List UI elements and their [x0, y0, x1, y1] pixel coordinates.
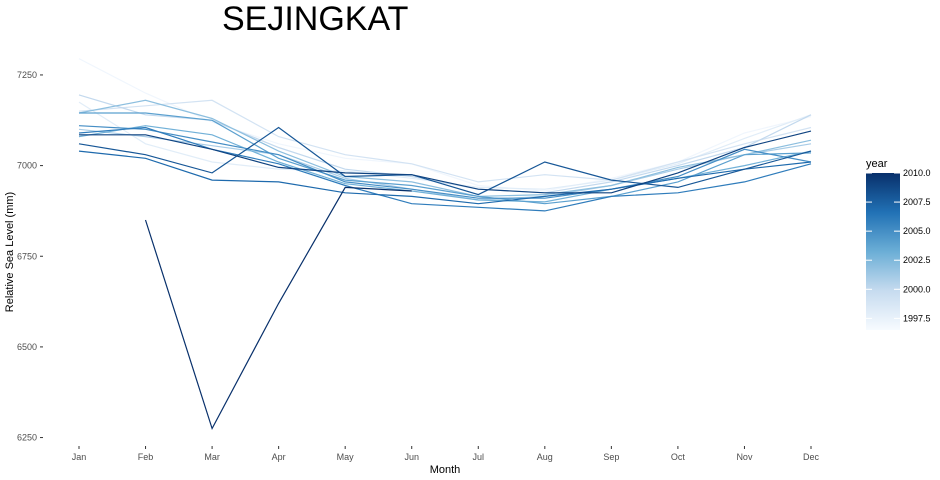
legend-ticks: 1997.5 2000.0 2002.5 2005.0 2007.5 2010.0 [866, 168, 931, 323]
x-tick-label: Aug [537, 452, 553, 462]
y-tick-label: 6250 [17, 433, 37, 443]
y-axis: 6250 6500 6750 7000 7250 [17, 70, 43, 443]
series-line-1997 [78, 58, 812, 192]
y-tick-label: 6500 [17, 342, 37, 352]
series-line-2006 [78, 126, 812, 212]
legend-tick-label: 2005.0 [903, 226, 931, 236]
x-tick-label: Dec [803, 452, 820, 462]
x-tick-label: Jul [473, 452, 485, 462]
x-tick-label: Sep [603, 452, 619, 462]
legend-tick-label: 1997.5 [903, 313, 931, 323]
x-tick-label: Nov [736, 452, 753, 462]
series-line-2009 [79, 130, 812, 194]
series-line-2005 [78, 125, 812, 199]
y-tick-label: 7250 [17, 70, 37, 80]
legend-tick-label: 2002.5 [903, 255, 931, 265]
x-tick-label: Feb [138, 452, 154, 462]
x-tick-label: Apr [272, 452, 286, 462]
legend-tick-label: 2000.0 [903, 284, 931, 294]
series-line-2010 [144, 186, 412, 431]
series-line-2004 [79, 112, 812, 205]
x-tick-label: Oct [671, 452, 686, 462]
x-tick-label: Mar [204, 452, 220, 462]
legend-tick-label: 2010.0 [903, 168, 931, 178]
x-tick-label: Jun [404, 452, 419, 462]
legend-title: year [866, 158, 888, 170]
legend-colorbar [866, 173, 900, 330]
series-layer [78, 58, 812, 431]
x-axis: Jan Feb Mar Apr May Jun Jul Aug Sep Oct Nov Dec [72, 446, 820, 462]
series-line-1999 [78, 99, 812, 183]
y-tick-label: 6750 [17, 251, 37, 261]
y-tick-label: 7000 [17, 161, 37, 171]
x-tick-label: May [337, 452, 355, 462]
x-tick-label: Jan [72, 452, 87, 462]
year-colorbar-legend: year 1997.5 2000.0 2002.5 2005.0 2007.5 2010.… [866, 158, 931, 330]
series-line-2008 [78, 126, 812, 196]
series-line-1998 [78, 101, 812, 190]
y-axis-title: Relative Sea Level (mm) [4, 192, 16, 312]
series-line-2002 [78, 99, 812, 198]
series-line-2007 [78, 150, 812, 205]
series-line-2001 [78, 128, 812, 201]
chart-title: SEJINGKAT [222, 0, 408, 38]
legend-tick-label: 2007.5 [903, 197, 931, 207]
x-axis-title: Month [430, 464, 461, 476]
